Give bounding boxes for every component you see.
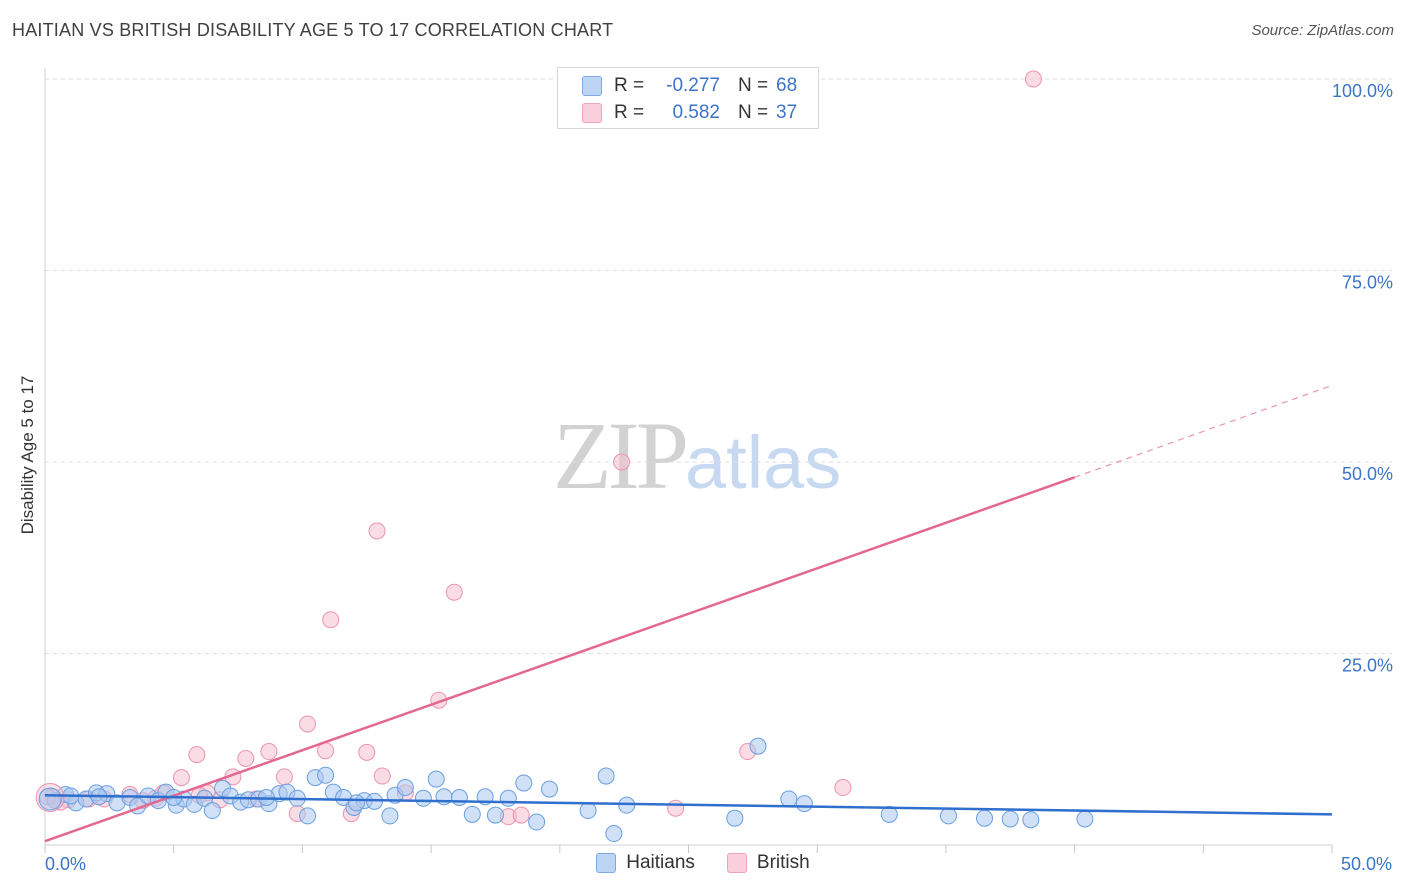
haitian-point bbox=[347, 794, 365, 812]
haitian-point bbox=[1022, 811, 1040, 829]
british-point bbox=[188, 746, 206, 764]
series-legend-haitians[interactable]: Haitians bbox=[596, 852, 695, 874]
haitian-point bbox=[541, 780, 559, 798]
haitian-point bbox=[317, 766, 335, 784]
british-point bbox=[368, 522, 386, 540]
haitian-point bbox=[749, 737, 767, 755]
y-tick-label: 25.0% bbox=[1342, 656, 1393, 676]
british-trend-extension bbox=[1074, 384, 1333, 478]
haitian-point bbox=[976, 809, 994, 827]
haitian-point bbox=[381, 807, 399, 825]
legend-r-value: -0.277 bbox=[666, 75, 720, 96]
haitian-point bbox=[515, 774, 533, 792]
haitian-point bbox=[450, 789, 468, 807]
legend-r-label: R = bbox=[614, 102, 645, 123]
legend-row-british: R = 0.582 N = 37 bbox=[582, 101, 797, 125]
y-tick-label: 75.0% bbox=[1342, 273, 1393, 293]
british-point bbox=[172, 769, 190, 787]
haitian-point bbox=[880, 805, 898, 823]
y-axis-label: Disability Age 5 to 17 bbox=[18, 375, 37, 535]
haitian-point bbox=[427, 770, 445, 788]
legend-swatch-british bbox=[582, 103, 602, 123]
legend-n-value: 37 bbox=[776, 102, 798, 123]
y-tick-label: 50.0% bbox=[1342, 464, 1393, 484]
british-point bbox=[834, 779, 852, 797]
british-point bbox=[322, 611, 340, 629]
legend-n-value: 68 bbox=[776, 75, 798, 96]
british-point bbox=[1024, 70, 1042, 88]
haitian-point bbox=[1001, 810, 1019, 828]
haitian-point bbox=[414, 789, 432, 807]
haitian-point bbox=[795, 795, 813, 813]
haitian-point bbox=[605, 825, 623, 843]
series-legend: Haitians British bbox=[0, 852, 1406, 874]
british-point bbox=[373, 767, 391, 785]
haitian-point bbox=[1076, 810, 1094, 828]
legend-n-label: N = bbox=[738, 75, 769, 96]
british-point bbox=[613, 453, 631, 471]
british-trend-line bbox=[44, 476, 1076, 843]
haitian-point bbox=[780, 790, 798, 808]
haitian-point bbox=[463, 805, 481, 823]
haitian-point bbox=[597, 767, 615, 785]
haitian-point bbox=[38, 787, 62, 811]
series-swatch-british bbox=[726, 853, 747, 873]
legend-r-label: R = bbox=[614, 75, 645, 96]
legend-r-value: 0.582 bbox=[672, 102, 720, 123]
x-tick-label: 0.0% bbox=[45, 854, 86, 874]
source-label: Source: ZipAtlas.com bbox=[1251, 22, 1394, 39]
haitian-point bbox=[396, 779, 414, 797]
x-tick-label: 50.0% bbox=[1341, 854, 1392, 874]
haitian-point bbox=[939, 807, 957, 825]
y-tick-label: 100.0% bbox=[1332, 81, 1393, 101]
legend-row-haitians: R = -0.277 N = 68 bbox=[582, 74, 797, 98]
haitian-point bbox=[579, 802, 597, 820]
stats-legend: R = -0.277 N = 68 R = 0.582 N = 37 bbox=[557, 67, 819, 129]
series-legend-british[interactable]: British bbox=[726, 852, 810, 874]
series-name-haitians: Haitians bbox=[626, 852, 695, 873]
haitian-point bbox=[726, 809, 744, 827]
haitian-point bbox=[203, 802, 221, 820]
british-point bbox=[260, 743, 278, 761]
british-point bbox=[667, 799, 685, 817]
haitian-point bbox=[528, 813, 546, 831]
haitian-point bbox=[299, 807, 317, 825]
british-point bbox=[358, 743, 376, 761]
series-name-british: British bbox=[756, 852, 810, 873]
legend-swatch-haitians bbox=[582, 76, 602, 96]
series-swatch-haitians bbox=[596, 853, 617, 873]
legend-n-label: N = bbox=[738, 102, 769, 123]
british-point bbox=[445, 583, 463, 601]
haitian-point bbox=[499, 789, 517, 807]
chart-title: HAITIAN VS BRITISH DISABILITY AGE 5 TO 1… bbox=[12, 20, 614, 40]
british-point bbox=[275, 768, 293, 786]
british-point bbox=[512, 806, 530, 824]
british-point bbox=[237, 749, 255, 767]
haitian-trend-line bbox=[44, 793, 1333, 816]
haitian-point bbox=[486, 806, 504, 824]
british-point bbox=[299, 715, 317, 733]
